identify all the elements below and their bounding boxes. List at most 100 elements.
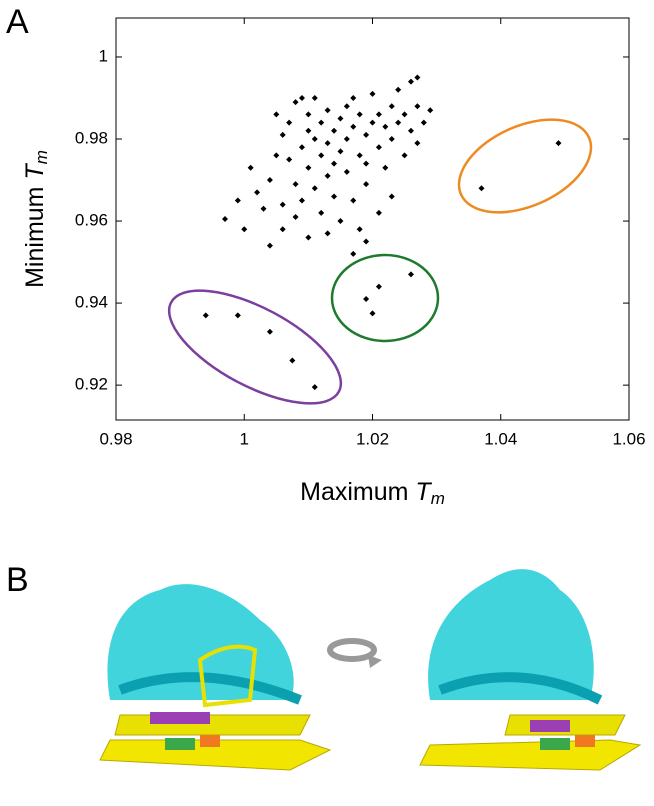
- point: [311, 136, 318, 143]
- y-tick-label: 0.98: [75, 128, 108, 147]
- point: [266, 177, 273, 184]
- y-tick-label: 0.94: [75, 293, 108, 312]
- point: [260, 205, 267, 212]
- axis-label-var: T: [21, 163, 49, 180]
- point: [273, 111, 280, 118]
- point: [311, 94, 318, 101]
- point: [298, 197, 305, 204]
- protein-structure: [419, 569, 642, 771]
- y-tick-label: 0.92: [75, 375, 108, 394]
- x-tick-label: 1: [240, 429, 249, 448]
- x-tick-label: 0.98: [99, 429, 132, 448]
- y-tick-label: 1: [99, 46, 108, 65]
- point: [356, 111, 363, 118]
- rotation-icon: [327, 638, 382, 668]
- cluster-ellipse: [167, 289, 343, 405]
- point: [331, 160, 338, 167]
- point: [241, 226, 248, 233]
- point: [337, 218, 344, 225]
- point: [305, 164, 312, 171]
- point: [279, 131, 286, 138]
- point: [375, 209, 382, 216]
- cluster-ellipse: [330, 253, 440, 343]
- point: [311, 185, 318, 192]
- point: [292, 213, 299, 220]
- point: [324, 172, 331, 179]
- point: [401, 111, 408, 118]
- point: [363, 295, 370, 302]
- plot-frame: [115, 17, 630, 421]
- point: [318, 152, 325, 159]
- x-tick-label: 1.02: [356, 429, 389, 448]
- point: [254, 189, 261, 196]
- point: [266, 242, 273, 249]
- point: [305, 127, 312, 134]
- point: [427, 107, 434, 114]
- point: [234, 312, 241, 319]
- point: [298, 144, 305, 151]
- point: [273, 152, 280, 159]
- point: [324, 107, 331, 114]
- axis-label-text: Maximum: [300, 478, 415, 506]
- axis-label-sub: m: [32, 150, 51, 164]
- axis-label: Minimum Tm: [21, 150, 52, 288]
- point: [247, 164, 254, 171]
- point: [292, 99, 299, 106]
- protein-structure: [99, 584, 332, 771]
- point: [388, 103, 395, 110]
- point: [305, 234, 312, 241]
- x-tick-label: 1.04: [484, 429, 517, 448]
- point: [407, 127, 414, 134]
- x-tick-label: 1.06: [612, 429, 645, 448]
- point: [279, 201, 286, 208]
- point: [420, 119, 427, 126]
- point: [375, 144, 382, 151]
- y-tick-label: 0.96: [75, 211, 108, 230]
- point: [331, 127, 338, 134]
- point: [414, 140, 421, 147]
- point: [350, 250, 357, 257]
- point: [369, 119, 376, 126]
- point: [363, 238, 370, 245]
- point: [343, 168, 350, 175]
- axis-label-var: T: [415, 478, 432, 506]
- point: [292, 181, 299, 188]
- point: [555, 140, 562, 147]
- point: [350, 123, 357, 130]
- point: [414, 74, 421, 81]
- cluster-ellipse: [457, 118, 593, 214]
- point: [382, 123, 389, 130]
- point: [331, 193, 338, 200]
- point: [407, 271, 414, 278]
- point: [388, 193, 395, 200]
- point: [318, 119, 325, 126]
- point: [388, 136, 395, 143]
- point: [407, 78, 414, 85]
- point: [395, 86, 402, 93]
- point: [289, 357, 296, 364]
- point: [356, 152, 363, 159]
- point: [375, 283, 382, 290]
- panel-label: A: [6, 3, 29, 41]
- point: [369, 90, 376, 97]
- point: [356, 226, 363, 233]
- point: [350, 94, 357, 101]
- point: [395, 119, 402, 126]
- point: [298, 94, 305, 101]
- point: [401, 152, 408, 159]
- point: [311, 384, 318, 391]
- point: [305, 111, 312, 118]
- point: [286, 119, 293, 126]
- axis-label-text: Minimum: [21, 180, 49, 288]
- point: [414, 103, 421, 110]
- point: [266, 328, 273, 335]
- point: [382, 164, 389, 171]
- axis-label: Maximum Tm: [300, 478, 445, 509]
- point: [363, 131, 370, 138]
- point: [369, 310, 376, 317]
- point: [318, 209, 325, 216]
- point: [343, 136, 350, 143]
- point: [363, 181, 370, 188]
- point: [350, 197, 357, 204]
